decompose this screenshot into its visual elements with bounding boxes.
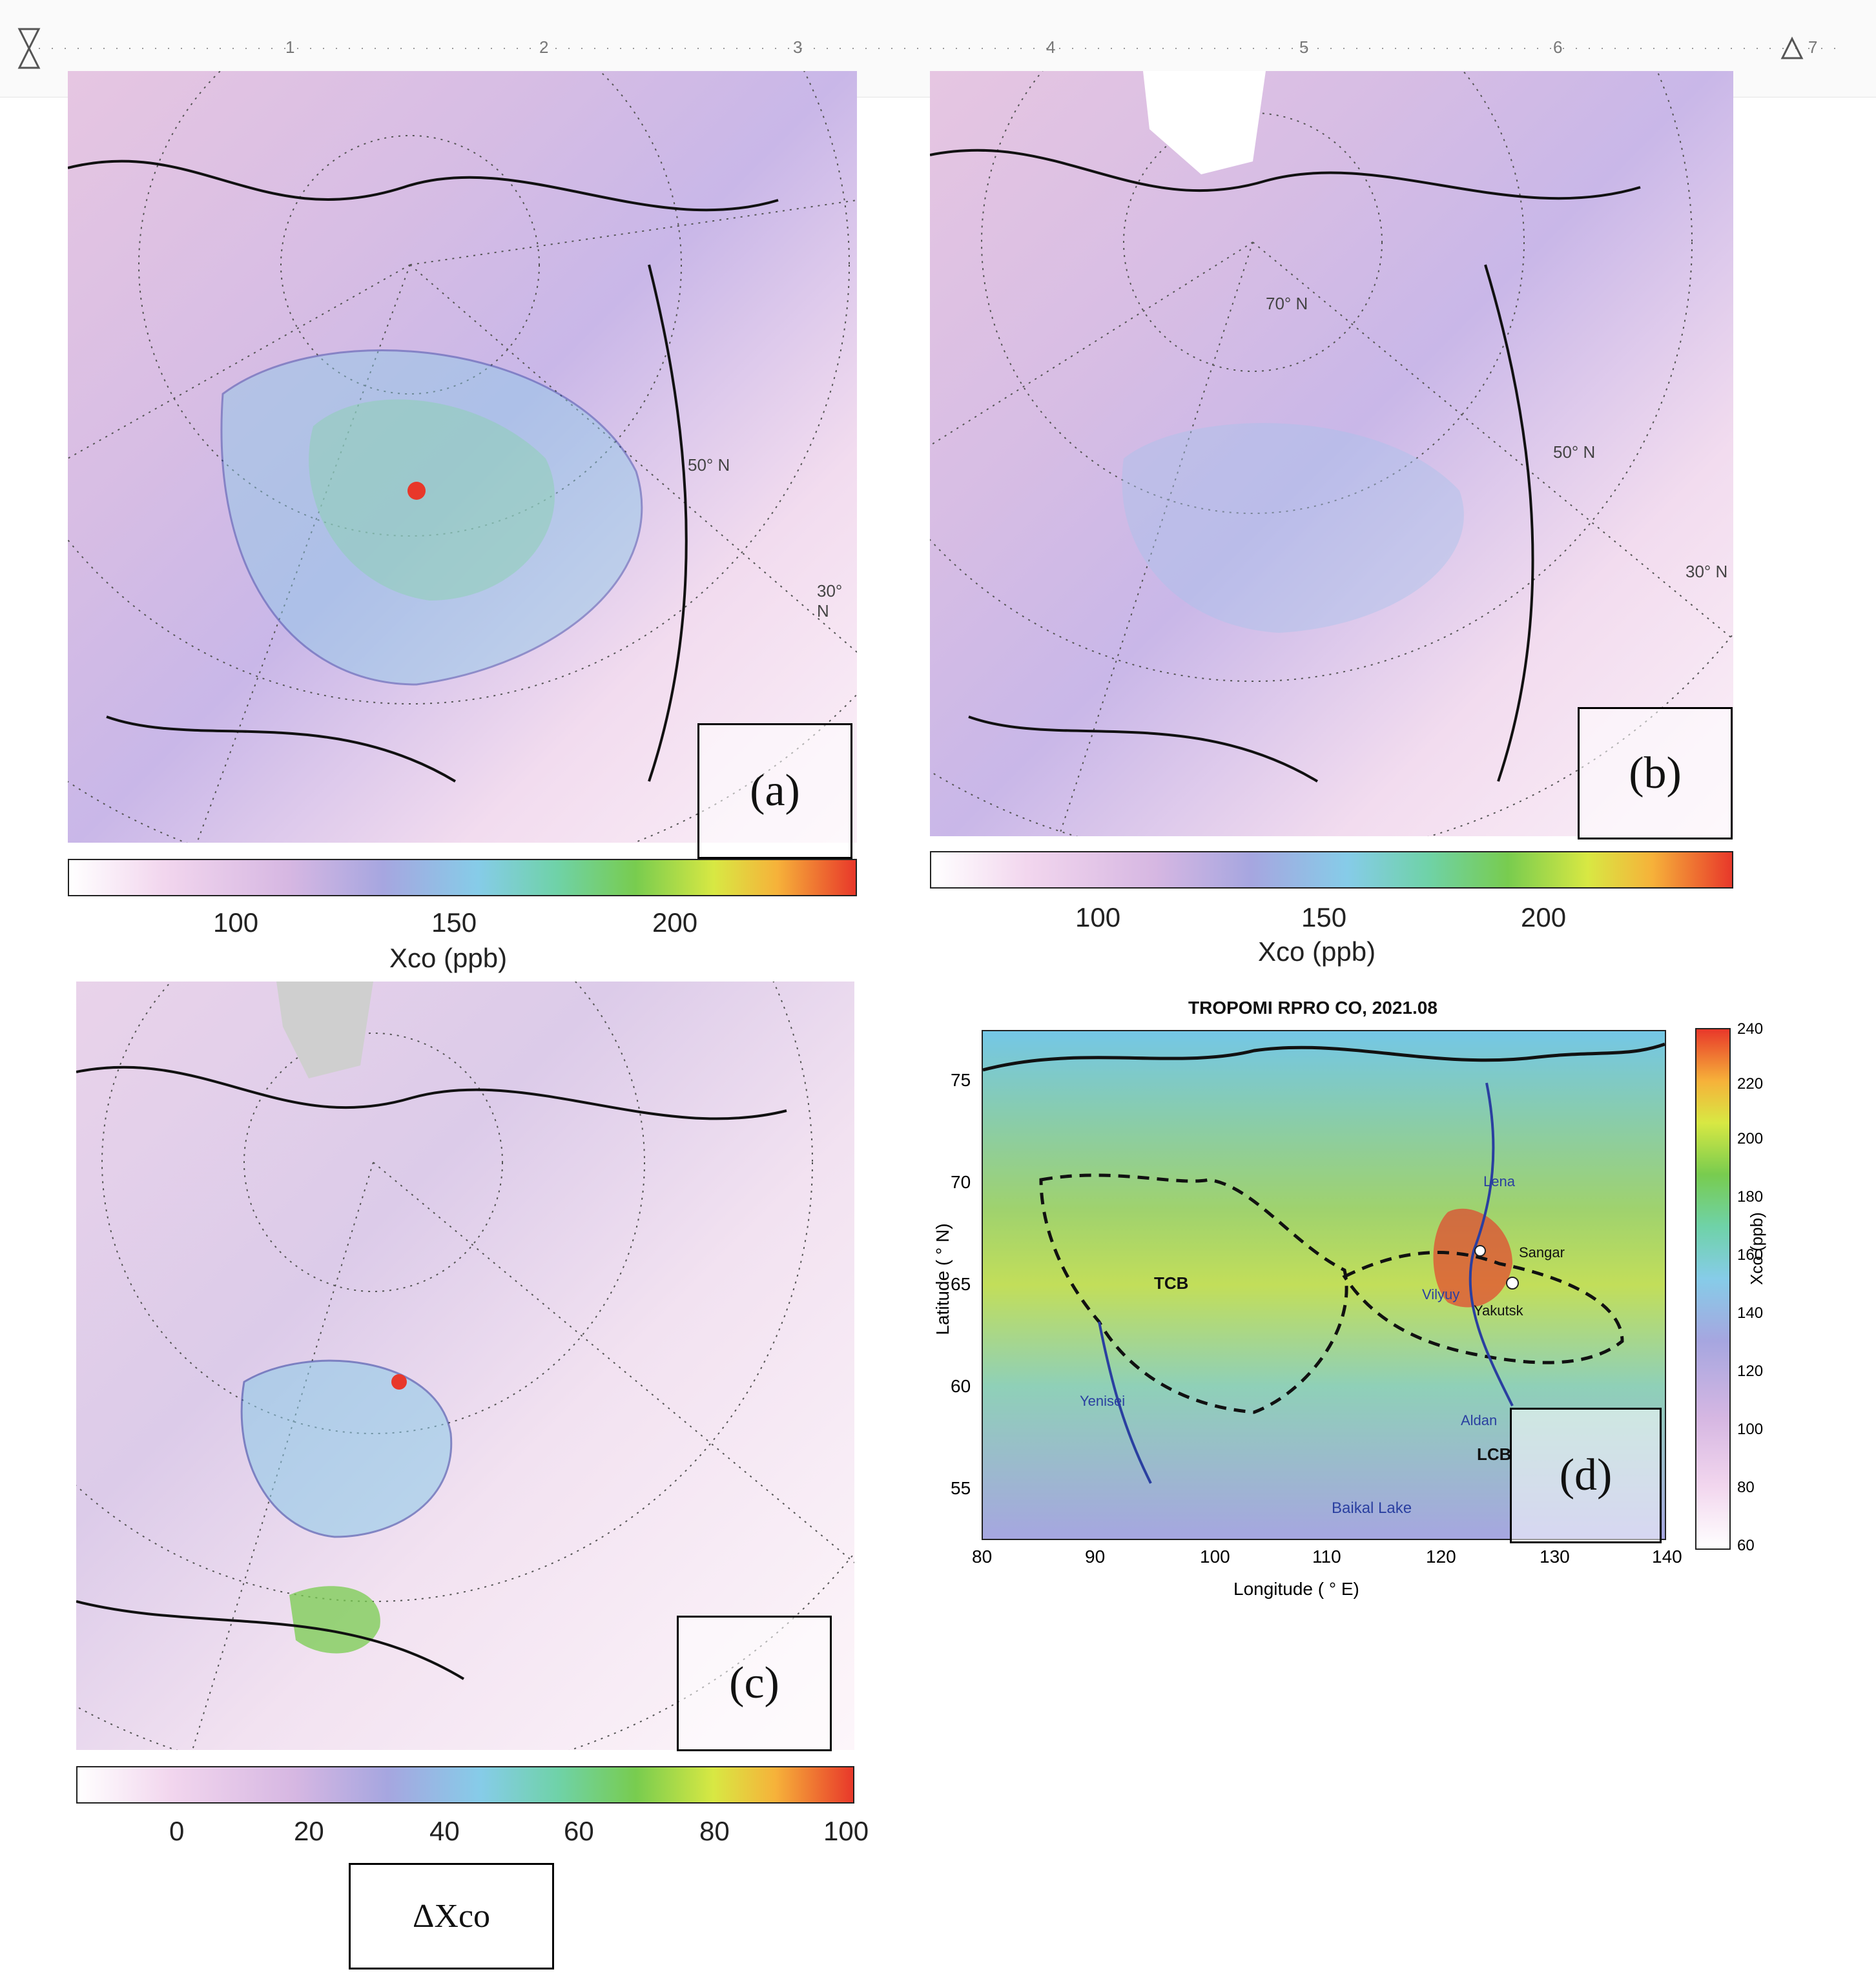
panel-label-d: (d)	[1510, 1408, 1662, 1543]
x-axis-title: Longitude ( ° E)	[1233, 1579, 1359, 1599]
x-tick: 80	[972, 1547, 993, 1567]
ruler-number: 6	[1553, 37, 1563, 57]
y-tick: 55	[951, 1478, 971, 1498]
ruler-number: 2	[539, 37, 549, 57]
colorbar-d-tick: 100	[1737, 1421, 1764, 1438]
ruler-number: 4	[1046, 37, 1056, 57]
annotation: LCB	[1477, 1445, 1512, 1464]
greenland-mask-b	[1143, 71, 1266, 174]
map-panel-a: 50° N 30° N	[68, 71, 857, 843]
x-tick: 130	[1540, 1547, 1570, 1567]
polar-grid-a	[68, 71, 857, 843]
colorbar-tick: 20	[294, 1816, 324, 1846]
colorbar-title: Xco (ppb)	[1258, 936, 1376, 967]
x-tick: 100	[1200, 1547, 1230, 1567]
polar-grid-b	[930, 71, 1733, 836]
colorbar-d-title: Xco (ppb)	[1747, 1212, 1766, 1285]
river-lena	[1469, 1082, 1514, 1406]
lcb-outline	[1342, 1251, 1624, 1364]
annotation: Vilyuy	[1422, 1286, 1460, 1302]
annotation: Baikal Lake	[1332, 1499, 1412, 1517]
colorbar-d-tick: 240	[1737, 1020, 1764, 1038]
lat-label: 50° N	[688, 455, 730, 475]
annotation: Yenisei	[1080, 1393, 1126, 1409]
ruler-right-marker	[1780, 36, 1804, 59]
y-tick: 60	[951, 1376, 971, 1396]
greenland-mask-c	[276, 982, 373, 1078]
lat-label: 30° N	[1685, 562, 1728, 581]
blue-contour-c	[240, 1359, 453, 1538]
lat-label: 50° N	[1553, 442, 1596, 462]
x-tick: 110	[1312, 1547, 1341, 1567]
green-plume-a	[309, 399, 555, 601]
colorbar-title-box: ΔXco	[349, 1863, 554, 1970]
panel-label-a: (a)	[697, 723, 852, 859]
colorbar-d-tick: 60	[1737, 1537, 1755, 1554]
coastline-c	[76, 1065, 787, 1680]
colorbar-d-tick: 80	[1737, 1479, 1755, 1496]
x-tick: 120	[1426, 1547, 1456, 1567]
colorbar-tick: 150	[431, 907, 477, 938]
x-tick: 90	[1085, 1547, 1106, 1567]
heatmap-overlay	[983, 1042, 1665, 1484]
colorbar-d	[1695, 1028, 1731, 1550]
blue-contour-b	[1122, 423, 1464, 633]
colorbar-tick: 100	[823, 1816, 869, 1846]
colorbar-d-tick: 160	[1737, 1246, 1764, 1264]
colorbar-tick: 100	[1075, 902, 1121, 932]
colorbar-d-tick: 200	[1737, 1130, 1764, 1147]
x-tick: 140	[1652, 1547, 1682, 1567]
green-plume-c	[289, 1586, 380, 1654]
fire-hotspot-a	[407, 482, 426, 500]
colorbar-c	[76, 1766, 854, 1804]
colorbar-d-tick: 220	[1737, 1075, 1764, 1093]
colorbar-d-tick: 140	[1737, 1304, 1764, 1322]
y-tick: 70	[951, 1172, 971, 1192]
y-tick: 75	[951, 1070, 971, 1090]
colorbar-tick: 60	[564, 1816, 594, 1846]
blue-contour-a	[220, 349, 643, 686]
colorbar-d-tick: 180	[1737, 1188, 1764, 1206]
ruler-ticks	[17, 28, 1840, 69]
annotation: Yakutsk	[1474, 1302, 1523, 1319]
coastline-b	[930, 149, 1641, 783]
colorbar-tick: 200	[652, 907, 698, 938]
lat-label: 30° N	[817, 581, 843, 621]
ruler-number: 3	[793, 37, 803, 57]
city-marker-sangar	[1474, 1245, 1486, 1257]
colorbar-tick: 150	[1301, 902, 1347, 932]
colorbar-tick: 80	[699, 1816, 730, 1846]
annotation: Lena	[1483, 1173, 1515, 1189]
panel-label-b: (b)	[1578, 707, 1733, 839]
colorbar-tick: 0	[169, 1816, 185, 1846]
coastline-d	[983, 1042, 1665, 1072]
annotation: Sangar	[1519, 1244, 1565, 1260]
colorbar-a	[68, 859, 857, 896]
fire-hotspot-c	[391, 1374, 407, 1390]
colorbar-title: Xco (ppb)	[389, 943, 508, 973]
colorbar-d-tick: 120	[1737, 1363, 1764, 1380]
annotation: Aldan	[1461, 1412, 1498, 1428]
tcb-outline	[1039, 1173, 1348, 1414]
y-axis-title: Latitude ( ° N)	[933, 1223, 953, 1335]
ruler-indent-marker	[17, 28, 41, 69]
ruler-number: 7	[1808, 37, 1818, 57]
colorbar-tick: 100	[213, 907, 259, 938]
city-marker-yakutsk	[1506, 1277, 1519, 1290]
y-tick: 65	[951, 1274, 971, 1294]
colorbar-tick: 40	[429, 1816, 460, 1846]
annotation: TCB	[1154, 1273, 1189, 1293]
chart-title: TROPOMI RPRO CO, 2021.08	[1188, 998, 1438, 1018]
coastline-a	[68, 159, 779, 783]
panel-label-c: (c)	[677, 1616, 832, 1751]
ruler-number: 1	[285, 37, 295, 57]
ruler-number: 5	[1299, 37, 1309, 57]
lat-label: 70° N	[1266, 294, 1308, 313]
colorbar-b	[930, 851, 1733, 889]
river-yenisei	[1098, 1321, 1152, 1484]
colorbar-tick: 200	[1521, 902, 1567, 932]
polar-grid-c	[76, 982, 854, 1750]
